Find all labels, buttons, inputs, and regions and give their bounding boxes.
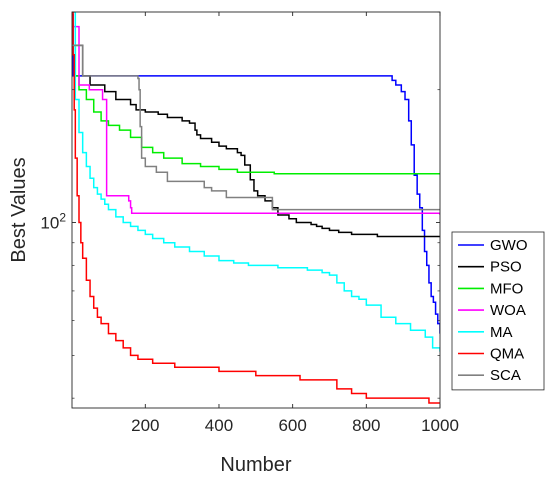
x-axis-title: Number	[220, 454, 291, 476]
legend-label-ma: MA	[490, 324, 513, 341]
series-line-sca	[72, 44, 440, 211]
x-tick-label: 1000	[421, 416, 459, 435]
series-line-gwo	[72, 13, 440, 334]
x-tick-label: 800	[352, 416, 380, 435]
series-line-woa	[72, 25, 440, 216]
series-layer	[72, 12, 440, 404]
x-tick-label: 400	[205, 416, 233, 435]
plot-frame	[71, 11, 441, 409]
legend-label-qma: QMA	[490, 346, 524, 363]
legend: GWO PSO MFO WOA MA QMA SCA	[451, 231, 545, 391]
legend-label-mfo: MFO	[490, 280, 523, 297]
y-axis-title: Best Values	[8, 157, 30, 262]
legend-label-pso: PSO	[490, 259, 522, 276]
y-tick-label: 102	[40, 211, 66, 233]
series-line-qma	[72, 12, 440, 404]
legend-label-sca: SCA	[490, 367, 521, 384]
ticks-layer: 200 400 600 800 1000 102	[40, 11, 459, 435]
series-line-mfo	[72, 44, 440, 175]
x-tick-label: 200	[131, 416, 159, 435]
series-line-ma	[72, 12, 440, 352]
x-tick-label: 600	[278, 416, 306, 435]
legend-box	[451, 231, 545, 391]
legend-label-woa: WOA	[490, 302, 526, 319]
legend-label-gwo: GWO	[490, 237, 528, 254]
